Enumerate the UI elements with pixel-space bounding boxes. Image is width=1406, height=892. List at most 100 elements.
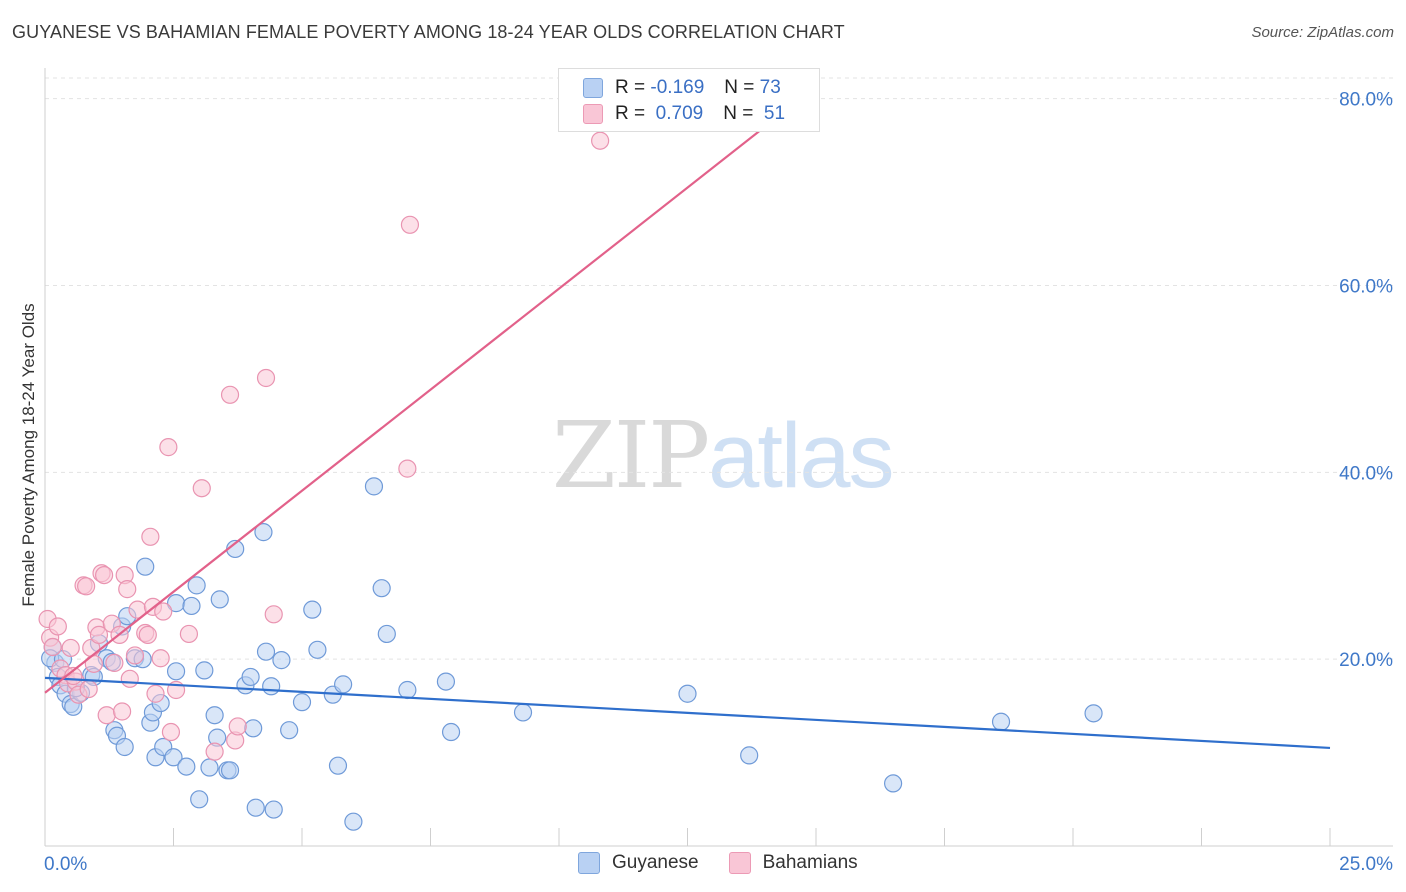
- point-bahamian: [120, 669, 139, 688]
- bottom-legend-swatch-guyanese: [578, 852, 600, 874]
- y-tick-label: 20.0%: [1339, 650, 1393, 671]
- point-bahamian: [591, 131, 610, 150]
- y-tick-label: 80.0%: [1339, 90, 1393, 111]
- point-bahamian: [146, 684, 165, 703]
- legend-swatch-bahamians: [583, 104, 603, 124]
- x-tick-label: 0.0%: [44, 854, 87, 875]
- point-bahamian: [97, 706, 116, 725]
- point-guyanese: [513, 703, 533, 722]
- watermark-atlas: atlas: [708, 405, 894, 507]
- point-guyanese: [1084, 704, 1103, 723]
- point-guyanese: [334, 675, 353, 694]
- point-bahamian: [48, 617, 67, 636]
- point-guyanese: [272, 651, 291, 670]
- point-guyanese: [292, 693, 312, 712]
- watermark: ZIPatlas: [552, 402, 895, 509]
- point-bahamian: [228, 717, 247, 736]
- series-guyanese-points: [41, 477, 1103, 831]
- axes: [44, 68, 1393, 847]
- point-guyanese: [377, 624, 396, 644]
- bottom-legend-label-bahamians: Bahamians: [762, 852, 858, 873]
- point-bahamian: [79, 679, 98, 699]
- point-guyanese: [398, 680, 417, 700]
- point-guyanese: [262, 677, 281, 696]
- trend-line-bahamians: [44, 97, 802, 694]
- point-guyanese: [344, 812, 363, 831]
- point-guyanese: [244, 719, 263, 738]
- point-guyanese: [115, 737, 134, 757]
- y-axis-label: Female Poverty Among 18-24 Year Olds: [19, 303, 38, 606]
- point-guyanese: [182, 596, 201, 616]
- source-label: Source: ZipAtlas.com: [1251, 24, 1394, 41]
- watermark-zip: ZIP: [552, 402, 710, 509]
- point-bahamian: [112, 702, 132, 721]
- point-guyanese: [441, 722, 461, 742]
- legend-r-value: -0.169: [650, 77, 705, 98]
- point-bahamian: [159, 438, 178, 457]
- point-guyanese: [678, 684, 697, 703]
- point-bahamian: [151, 649, 170, 668]
- point-guyanese: [166, 662, 186, 681]
- point-guyanese: [254, 523, 273, 542]
- chart-title: GUYANESE VS BAHAMIAN FEMALE POVERTY AMON…: [12, 22, 845, 42]
- point-bahamian: [400, 215, 420, 234]
- legend-n-label: N =: [723, 103, 754, 124]
- legend-n-value: 51: [763, 103, 786, 124]
- point-guyanese: [364, 477, 384, 496]
- point-guyanese: [246, 798, 265, 817]
- legend-n-value: 73: [759, 77, 781, 98]
- x-tick-label: 25.0%: [1339, 854, 1393, 875]
- point-bahamian: [220, 385, 240, 404]
- point-guyanese: [256, 642, 276, 661]
- point-bahamian: [138, 625, 157, 644]
- point-bahamian: [61, 638, 80, 658]
- point-guyanese: [883, 774, 903, 793]
- point-guyanese: [372, 579, 391, 598]
- point-guyanese: [187, 576, 206, 595]
- point-bahamian: [105, 653, 124, 673]
- point-bahamian: [77, 577, 96, 596]
- bottom-legend-label-guyanese: Guyanese: [612, 852, 699, 873]
- point-guyanese: [210, 590, 229, 609]
- legend-row-bahamians: R = 0.709 N = 51: [583, 101, 785, 127]
- bottom-legend-bahamians: Bahamians: [728, 852, 858, 874]
- point-guyanese: [991, 712, 1011, 731]
- point-guyanese: [205, 706, 224, 725]
- trend-lines: [44, 97, 1331, 750]
- bottom-legend-guyanese: Guyanese: [578, 852, 699, 874]
- point-bahamian: [179, 624, 199, 644]
- tick-labels: 20.0% 40.0% 60.0% 80.0% 0.0% 25.0%: [44, 90, 1393, 875]
- bottom-legend-swatch-bahamians: [728, 852, 751, 874]
- point-guyanese: [200, 758, 219, 777]
- legend-r-value: 0.709: [655, 103, 704, 124]
- point-guyanese: [308, 640, 327, 659]
- y-tick-label: 60.0%: [1339, 277, 1393, 298]
- point-bahamian: [43, 637, 62, 657]
- point-guyanese: [195, 661, 214, 680]
- point-bahamian: [192, 479, 211, 498]
- point-guyanese: [241, 667, 260, 687]
- legend: R = -0.169 N = 73 R = 0.709 N = 51: [558, 68, 820, 132]
- legend-n-label: N =: [724, 77, 755, 98]
- point-guyanese: [136, 557, 155, 576]
- point-guyanese: [328, 756, 348, 775]
- point-guyanese: [177, 757, 196, 776]
- point-guyanese: [280, 721, 299, 740]
- point-bahamian: [118, 580, 137, 599]
- point-guyanese: [436, 672, 456, 691]
- point-guyanese: [303, 600, 322, 619]
- point-bahamian: [256, 368, 276, 388]
- point-bahamian: [398, 459, 417, 478]
- y-tick-label: 40.0%: [1339, 463, 1393, 484]
- bottom-legend: Guyanese Bahamians: [578, 852, 888, 874]
- point-guyanese: [164, 748, 183, 767]
- point-bahamian: [95, 565, 114, 585]
- point-guyanese: [190, 790, 209, 809]
- point-bahamian: [205, 742, 224, 761]
- point-bahamian: [89, 625, 109, 644]
- legend-r-label: R =: [615, 103, 646, 124]
- legend-swatch-guyanese: [583, 78, 603, 98]
- point-guyanese: [264, 800, 283, 819]
- point-guyanese: [220, 761, 240, 780]
